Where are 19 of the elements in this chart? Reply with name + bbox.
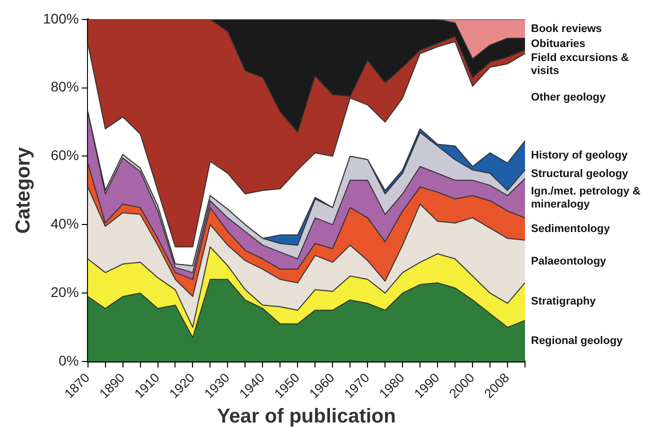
series-label: Book reviews	[531, 22, 602, 35]
y-tick-label: 80%	[50, 78, 79, 95]
series-label: Ign./met. petrology & mineralogy	[531, 186, 640, 211]
series-label: Structural geology	[531, 168, 630, 180]
y-tick-label: 60%	[50, 147, 79, 164]
series-label: Stratigraphy	[531, 296, 597, 308]
series-label: Regional geology	[531, 335, 624, 348]
series-label: Other geology	[531, 91, 606, 104]
series-label: Field excursions & visits	[531, 52, 629, 78]
series-label: Obituaries	[531, 38, 586, 50]
series-label: Sedimentology	[531, 222, 611, 235]
y-tick-label: 0%	[58, 352, 79, 368]
y-tick-label: 100%	[42, 10, 79, 26]
series-label: Palaeontology	[531, 255, 608, 268]
y-tick-label: 20%	[50, 284, 79, 300]
y-axis-title: Category	[12, 146, 35, 234]
series-label: History of geology	[531, 149, 628, 162]
y-tick-label: 40%	[50, 216, 79, 232]
x-axis-title: Year of publication	[216, 406, 396, 428]
